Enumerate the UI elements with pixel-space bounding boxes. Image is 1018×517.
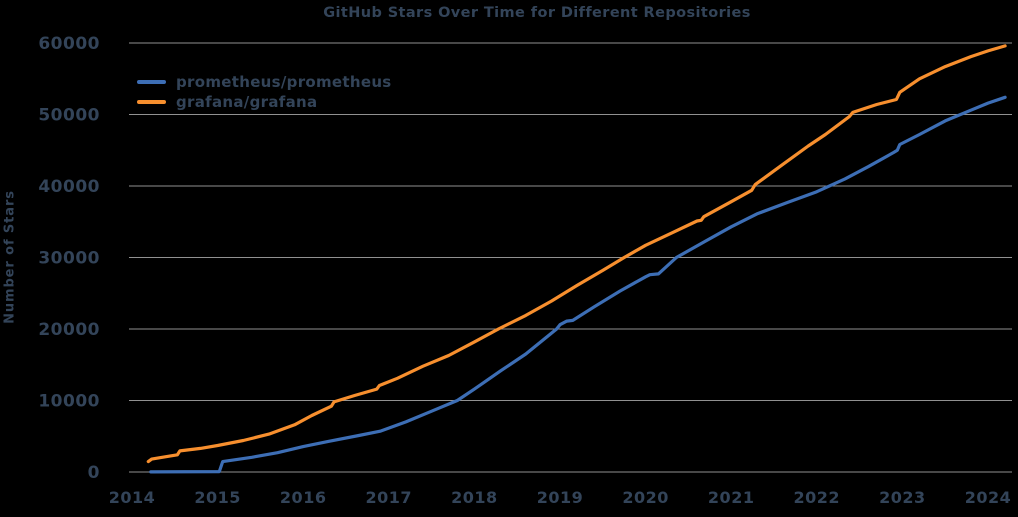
y-tick-label: 60000 [38,34,100,54]
legend-item-prometheus: prometheus/prometheus [137,73,392,91]
x-tick-label: 2020 [622,488,669,507]
x-tick-label: 2024 [965,488,1012,507]
x-tick-label: 2016 [280,488,327,507]
x-tick-label: 2017 [366,488,413,507]
chart-title: GitHub Stars Over Time for Different Rep… [323,5,751,21]
y-tick-label: 40000 [38,177,100,197]
legend-line-icon [137,100,166,104]
series-line-prometheus [149,95,1007,474]
x-tick-label: 2019 [537,488,584,507]
x-tick-label: 2014 [109,488,156,507]
legend-line-icon [137,80,166,84]
y-tick-label: 10000 [38,392,100,412]
y-tick-label: 0 [88,463,100,483]
x-tick-label: 2021 [708,488,755,507]
x-tick-label: 2023 [879,488,926,507]
y-tick-label: 30000 [38,249,100,269]
x-tick-label: 2022 [794,488,841,507]
y-tick-label: 50000 [38,106,100,126]
x-tick-label: 2015 [194,488,241,507]
legend-label: prometheus/prometheus [176,73,392,91]
series-line-grafana [146,44,1007,464]
legend-label: grafana/grafana [176,93,318,111]
legend: prometheus/prometheus grafana/grafana [137,73,392,111]
x-tick-label: 2018 [451,488,498,507]
legend-item-grafana: grafana/grafana [137,93,392,111]
y-tick-label: 20000 [38,320,100,340]
